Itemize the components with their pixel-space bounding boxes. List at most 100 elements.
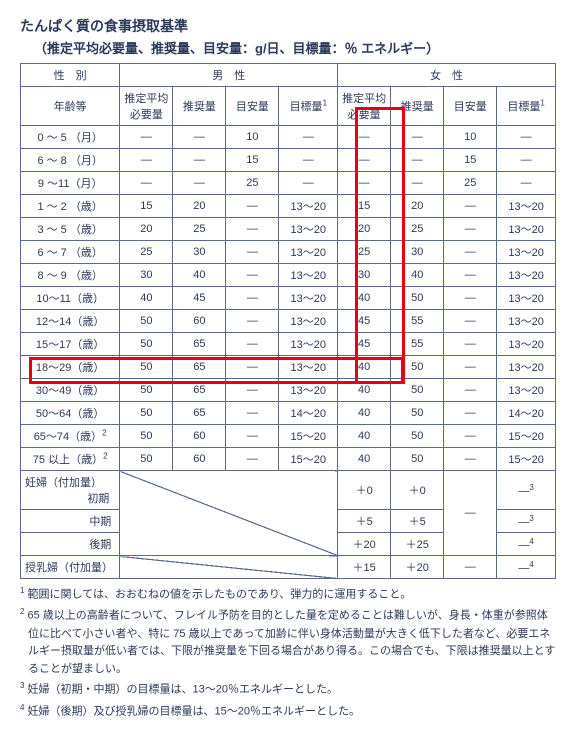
data-cell: 15～20 [279, 425, 338, 448]
age-cell: 6 ～ 7 （歳） [21, 241, 120, 264]
footnote-1: 1 範囲に関しては、おおむねの値を示したものであり、弾力的に運用すること。 [20, 585, 556, 604]
data-cell: ― [279, 172, 338, 195]
diag-cell [120, 556, 338, 579]
data-cell: 14～20 [497, 402, 556, 425]
data-cell: 60 [173, 425, 226, 448]
data-cell: ― [444, 402, 497, 425]
th-m-ear: 推定平均必要量 [120, 87, 173, 126]
preg-late: 後期 [21, 533, 120, 556]
data-cell: 65 [173, 379, 226, 402]
data-cell: ―3 [497, 510, 556, 533]
data-cell: 50 [391, 356, 444, 379]
data-cell: 40 [338, 356, 391, 379]
table-row: 10～11（歳）4045―13～204050―13～20 [21, 287, 556, 310]
data-cell: 55 [391, 333, 444, 356]
footnote-2: 2 65 歳以上の高齢者について、フレイル予防を目的とした量を定めることは難しい… [20, 606, 556, 678]
data-cell: 13～20 [497, 241, 556, 264]
data-cell: 13～20 [497, 356, 556, 379]
data-cell: ― [444, 333, 497, 356]
data-cell: 13～20 [497, 218, 556, 241]
th-f-dg: 目標量1 [497, 87, 556, 126]
data-cell: 15 [444, 149, 497, 172]
data-cell: 13～20 [279, 264, 338, 287]
data-cell: ＋15 [338, 556, 391, 579]
age-cell: 75 以上（歳）2 [21, 448, 120, 471]
th-female: 女 性 [338, 64, 556, 87]
data-cell: ― [279, 149, 338, 172]
data-cell: 10 [226, 126, 279, 149]
data-cell: ＋5 [391, 510, 444, 533]
th-m-dg: 目標量1 [279, 87, 338, 126]
data-cell: 13～20 [497, 333, 556, 356]
data-cell: ― [226, 379, 279, 402]
data-cell: 13～20 [497, 264, 556, 287]
th-f-rda: 推奨量 [391, 87, 444, 126]
data-cell: 60 [173, 310, 226, 333]
data-cell: 25 [444, 172, 497, 195]
data-cell: 50 [391, 448, 444, 471]
protein-table: 性 別 男 性 女 性 年齢等 推定平均必要量 推奨量 目安量 目標量1 推定平… [20, 63, 556, 579]
table-row: 0 ～ 5 （月）――10―――10― [21, 126, 556, 149]
data-cell: ＋20 [338, 533, 391, 556]
data-cell: 40 [338, 379, 391, 402]
data-cell: ― [279, 126, 338, 149]
data-cell: ＋0 [338, 471, 391, 510]
data-cell: ― [497, 149, 556, 172]
data-cell: 50 [120, 310, 173, 333]
data-cell: 13～20 [497, 195, 556, 218]
data-cell: ― [391, 149, 444, 172]
data-cell: ― [497, 126, 556, 149]
data-cell: 13～20 [279, 333, 338, 356]
table-row: 3 ～ 5 （歳）2025―13～202025―13～20 [21, 218, 556, 241]
data-cell: ＋25 [391, 533, 444, 556]
data-cell: 55 [391, 310, 444, 333]
data-cell: ― [226, 264, 279, 287]
th-m-ai: 目安量 [226, 87, 279, 126]
data-cell: ― [444, 448, 497, 471]
diag-cell [120, 471, 338, 556]
data-cell: 45 [338, 310, 391, 333]
age-cell: 3 ～ 5 （歳） [21, 218, 120, 241]
table-row: 65～74（歳）25060―15～204050―15～20 [21, 425, 556, 448]
data-cell: 50 [391, 425, 444, 448]
data-cell: 15～20 [497, 448, 556, 471]
data-cell: ― [338, 172, 391, 195]
data-cell: 65 [173, 402, 226, 425]
data-cell: 40 [173, 264, 226, 287]
data-cell: 13～20 [279, 195, 338, 218]
data-cell: ― [444, 556, 497, 579]
data-cell: ― [391, 126, 444, 149]
data-cell: 50 [120, 379, 173, 402]
lact-label: 授乳婦（付加量） [21, 556, 120, 579]
data-cell: 60 [173, 448, 226, 471]
data-cell: 20 [173, 195, 226, 218]
age-cell: 18～29（歳） [21, 356, 120, 379]
data-cell: ― [338, 126, 391, 149]
data-cell: 20 [338, 218, 391, 241]
data-cell: ― [226, 218, 279, 241]
age-cell: 30～49（歳） [21, 379, 120, 402]
data-cell: 40 [338, 425, 391, 448]
table-row: 妊婦（付加量）初期＋0＋0――3 [21, 471, 556, 510]
table-row: 75 以上（歳）25060―15～204050―15～20 [21, 448, 556, 471]
footnote-3: 3 妊婦（初期・中期）の目標量は、13～20％エネルギーとした。 [20, 680, 556, 699]
data-cell: ― [444, 379, 497, 402]
data-cell: 50 [391, 287, 444, 310]
data-cell: 15～20 [497, 425, 556, 448]
data-cell: ― [226, 425, 279, 448]
data-cell: ＋0 [391, 471, 444, 510]
data-cell: 25 [226, 172, 279, 195]
page-subtitle: （推定平均必要量、推奨量、目安量：g/日、目標量：％ エネルギー） [20, 38, 556, 57]
data-cell: ― [444, 241, 497, 264]
table-row: 15～17（歳）5065―13～204555―13～20 [21, 333, 556, 356]
data-cell: ― [444, 471, 497, 556]
data-cell: 30 [120, 264, 173, 287]
table-row: 9 ～11（月）――25―――25― [21, 172, 556, 195]
data-cell: ― [226, 356, 279, 379]
data-cell: 13～20 [279, 241, 338, 264]
age-cell: 12～14（歳） [21, 310, 120, 333]
data-cell: ― [226, 402, 279, 425]
data-cell: ― [444, 356, 497, 379]
data-cell: 25 [391, 218, 444, 241]
preg-mid: 中期 [21, 510, 120, 533]
